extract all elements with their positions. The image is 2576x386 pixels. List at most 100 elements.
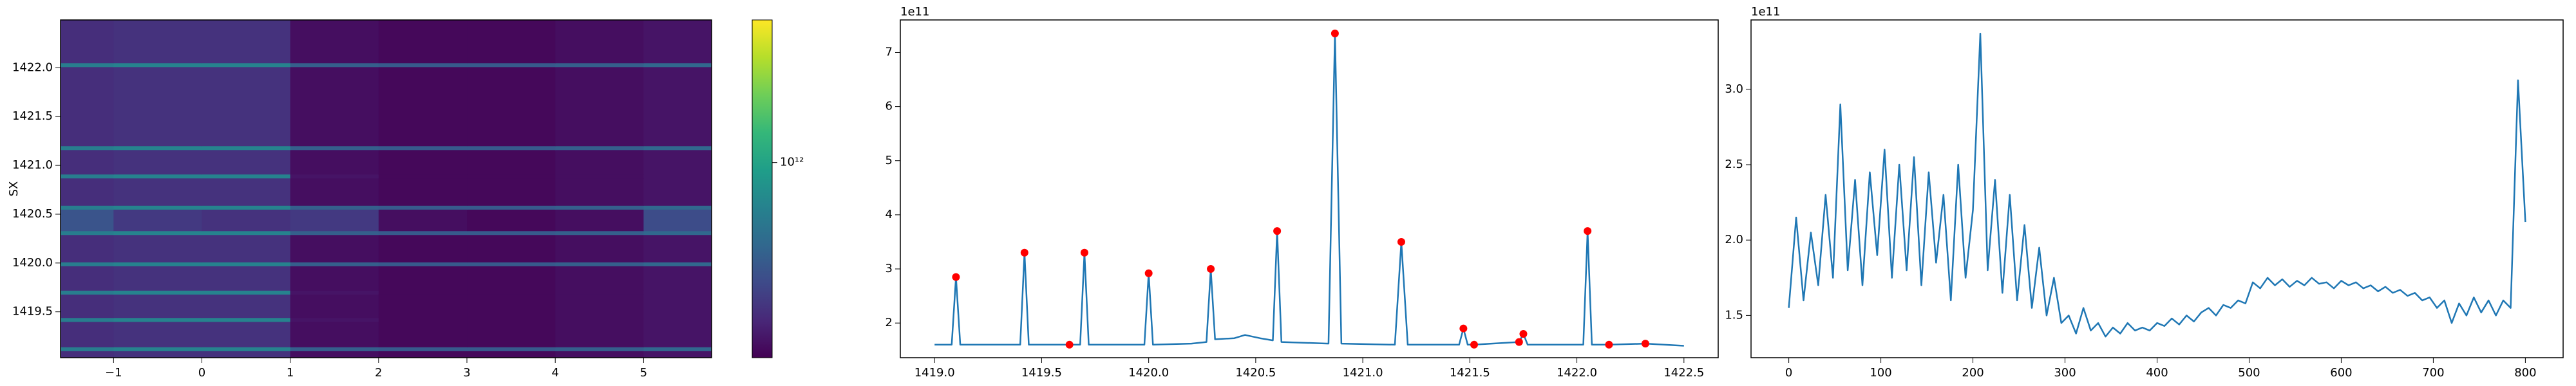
heatmap-cell [378,317,468,322]
x-tick-label: 200 [1962,366,1984,380]
heatmap-cell [467,347,556,351]
heatmap-cell [378,230,468,235]
heatmap-cell [643,321,712,347]
heatmap-cell [290,174,379,179]
heatmap-cell [643,174,712,179]
peak-marker [1144,269,1153,277]
x-tick-label: 0 [1785,366,1792,380]
x-tick-label: 2 [375,366,382,380]
heatmap-cell [61,290,114,295]
heatmap-cell [61,317,114,322]
heatmap-cell [467,20,556,64]
heatmap-cell [202,62,291,68]
axis-offset-text: 1e11 [1751,5,1780,19]
heatmap-cell [467,149,556,175]
heatmap-cell [643,178,712,206]
heatmap-cell [467,351,556,358]
heatmap-cell [555,205,644,210]
y-tick-label: 1420.5 [12,207,53,221]
y-tick-label: 1422.0 [12,60,53,74]
peak-marker [1605,340,1613,349]
heatmap-cell [61,351,114,358]
heatmap-cell [378,174,468,179]
heatmap-cell [643,290,712,295]
heatmap-cell [378,266,468,291]
heatmap-cell [113,178,202,206]
heatmap-cell [643,20,712,64]
peak-marker [1273,227,1282,235]
heatmap-cell [643,266,712,291]
heatmap-cell [467,205,556,210]
heatmap-cell [643,317,712,322]
heatmap-cell [61,178,114,206]
heatmap-cell [378,234,468,262]
heatmap-cell [555,145,644,151]
heatmap-cell [290,234,379,262]
heatmap-cell [378,351,468,358]
heatmap-cell [61,145,114,151]
heatmap-cell [555,266,644,291]
x-tick-label: −1 [105,366,122,380]
heatmap-cell [61,347,114,351]
heatmap-cell [113,174,202,179]
heatmap-cell [113,209,202,232]
heatmap-cell [555,351,644,358]
heatmap-cell [555,149,644,175]
heatmap-cell [378,66,468,147]
x-tick-label: 0 [198,366,205,380]
heatmap-cell [202,234,291,262]
x-tick-label: 800 [2514,366,2536,380]
x-tick-label: 1422.5 [1663,366,1704,380]
heatmap-cell [202,351,291,358]
peak-marker [1459,324,1468,333]
heatmap-cell [61,262,114,266]
x-tick-label: 1419.5 [1021,366,1062,380]
peak-marker [1207,265,1215,273]
axes-frame [900,19,1719,358]
heatmap-cell [202,317,291,322]
heatmap-cell [555,290,644,295]
y-tick-label: 7 [886,45,893,59]
heatmap-cell [643,351,712,358]
heatmap-cell [290,262,379,266]
heatmap-cell [290,205,379,210]
peak-marker [1065,340,1074,349]
axis-offset-text: 1e11 [900,5,929,19]
x-tick-label: 1422.0 [1557,366,1597,380]
heatmap-cell [202,230,291,235]
heatmap-cell [290,317,379,322]
axes-frame [1750,19,2564,358]
heatmap-cell [643,209,712,232]
heatmap-cell [467,62,556,68]
heatmap-cell [290,266,379,291]
heatmap-cell [113,351,202,358]
heatmap-cell [113,266,202,291]
peak-marker [1641,340,1649,348]
heatmap-cell [555,209,644,232]
heatmap-cell [467,262,556,266]
heatmap-cell [113,234,202,262]
colorbar-tick-label: 10¹² [780,156,804,169]
heatmap-cell [555,294,644,318]
heatmap-cell [378,62,468,68]
heatmap-cell [61,20,114,64]
heatmap-cell [555,62,644,68]
heatmap-cell [290,230,379,235]
heatmap-cell [290,149,379,175]
y-tick-label: 2 [886,316,893,329]
heatmap-cell [290,145,379,151]
heatmap-cell [202,205,291,210]
heatmap-cell [378,20,468,64]
heatmap-cell [113,62,202,68]
y-axis-label: SX [7,181,21,197]
heatmap-cell [290,178,379,206]
x-tick-label: 600 [2330,366,2352,380]
heatmap-cell [643,149,712,175]
heatmap-cell [467,145,556,151]
y-tick-label: 2.5 [1725,158,1743,171]
heatmap-cell [113,317,202,322]
x-tick-label: 100 [1870,366,1891,380]
x-tick-label: 700 [2422,366,2444,380]
y-tick-label: 3 [886,262,893,275]
heatmap-cell [113,294,202,318]
